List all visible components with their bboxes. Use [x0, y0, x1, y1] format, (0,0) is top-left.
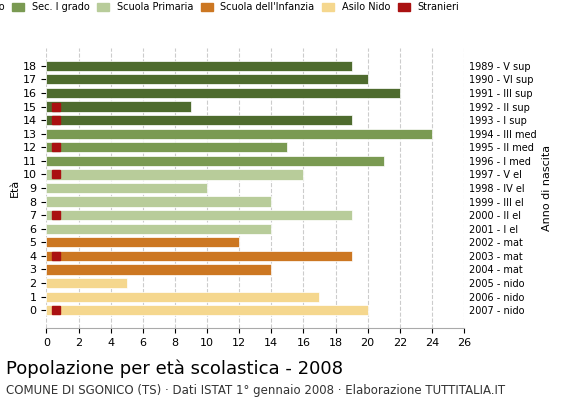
Legend: Sec. II grado, Sec. I grado, Scuola Primaria, Scuola dell'Infanzia, Asilo Nido, : Sec. II grado, Sec. I grado, Scuola Prim… — [0, 2, 459, 12]
Bar — [46, 142, 287, 152]
Bar — [46, 196, 271, 207]
Bar — [46, 237, 239, 247]
Y-axis label: Anno di nascita: Anno di nascita — [542, 145, 552, 231]
Text: COMUNE DI SGONICO (TS) · Dati ISTAT 1° gennaio 2008 · Elaborazione TUTTITALIA.IT: COMUNE DI SGONICO (TS) · Dati ISTAT 1° g… — [6, 384, 505, 397]
Bar — [46, 278, 126, 288]
Bar — [46, 264, 271, 274]
Bar — [46, 156, 384, 166]
Bar — [46, 102, 191, 112]
Bar — [46, 88, 400, 98]
Bar — [46, 115, 351, 125]
Text: Popolazione per età scolastica - 2008: Popolazione per età scolastica - 2008 — [6, 360, 343, 378]
Bar — [46, 61, 351, 71]
Y-axis label: Età: Età — [10, 179, 20, 197]
Bar — [46, 292, 320, 302]
Bar — [46, 305, 368, 315]
Bar — [46, 169, 303, 180]
Bar — [46, 74, 368, 84]
Bar — [46, 251, 351, 261]
Bar — [46, 224, 271, 234]
Bar — [46, 183, 207, 193]
Bar — [46, 210, 351, 220]
Bar — [46, 129, 432, 139]
